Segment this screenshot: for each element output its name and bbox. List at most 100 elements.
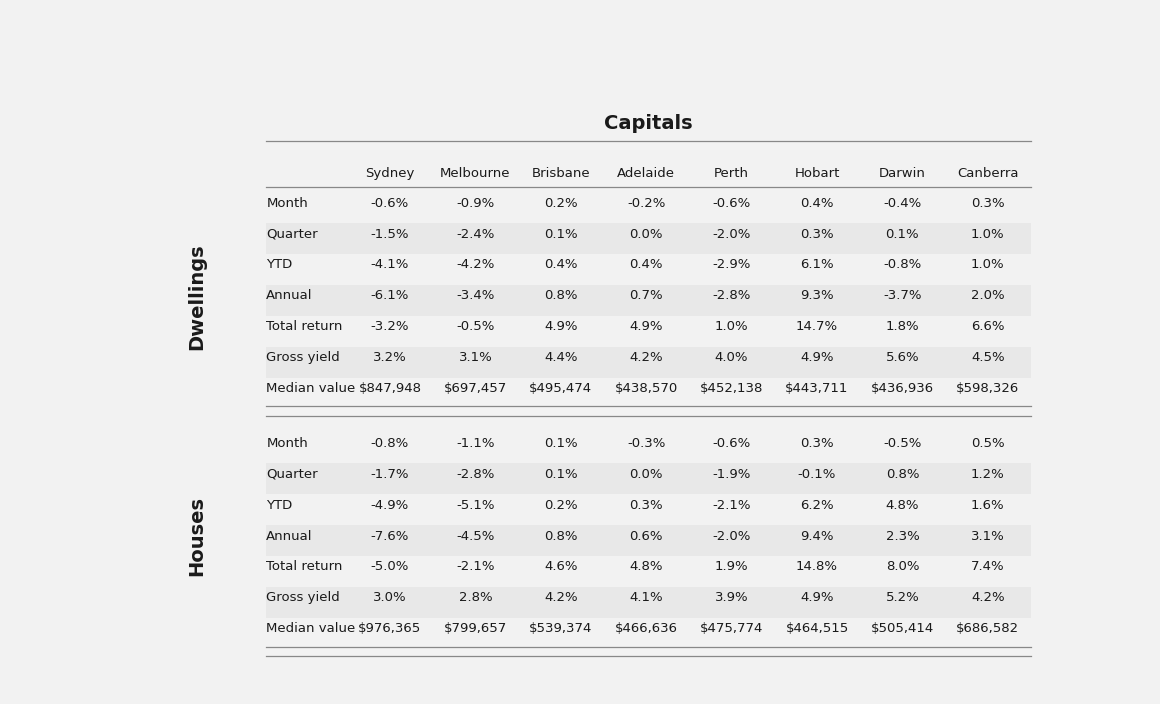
Text: 3.2%: 3.2% — [374, 351, 407, 364]
Text: $436,936: $436,936 — [871, 382, 934, 395]
Text: 0.0%: 0.0% — [630, 227, 664, 241]
Text: 8.0%: 8.0% — [885, 560, 919, 574]
Text: 4.9%: 4.9% — [544, 320, 578, 333]
Text: -2.8%: -2.8% — [712, 289, 751, 303]
Text: -2.1%: -2.1% — [712, 498, 751, 512]
Text: 6.2%: 6.2% — [800, 498, 834, 512]
Text: $475,774: $475,774 — [699, 622, 763, 635]
Text: 0.3%: 0.3% — [800, 436, 834, 450]
Text: -0.8%: -0.8% — [883, 258, 921, 272]
Text: 9.4%: 9.4% — [800, 529, 834, 543]
Text: 7.4%: 7.4% — [971, 560, 1005, 574]
Text: $539,374: $539,374 — [529, 622, 593, 635]
Text: 0.7%: 0.7% — [630, 289, 664, 303]
Text: 0.8%: 0.8% — [544, 529, 578, 543]
Text: YTD: YTD — [267, 258, 292, 272]
Text: Total return: Total return — [267, 320, 342, 333]
Text: 9.3%: 9.3% — [800, 289, 834, 303]
Text: 0.8%: 0.8% — [544, 289, 578, 303]
Text: Annual: Annual — [267, 289, 313, 303]
Text: -1.7%: -1.7% — [371, 467, 409, 481]
Text: $976,365: $976,365 — [358, 622, 421, 635]
Text: $495,474: $495,474 — [529, 382, 593, 395]
Text: Month: Month — [267, 196, 309, 210]
Text: -1.1%: -1.1% — [456, 436, 494, 450]
Text: -2.0%: -2.0% — [712, 227, 751, 241]
Text: 0.4%: 0.4% — [800, 196, 834, 210]
Text: 0.6%: 0.6% — [630, 529, 664, 543]
Text: 5.2%: 5.2% — [885, 591, 919, 604]
Bar — [267, 587, 1030, 618]
Text: -2.8%: -2.8% — [456, 467, 494, 481]
Text: -2.0%: -2.0% — [712, 529, 751, 543]
Text: 2.8%: 2.8% — [458, 591, 492, 604]
Text: Sydney: Sydney — [365, 167, 414, 180]
Text: 4.2%: 4.2% — [971, 591, 1005, 604]
Text: Month: Month — [267, 436, 309, 450]
Text: Gross yield: Gross yield — [267, 351, 340, 364]
Text: 2.0%: 2.0% — [971, 289, 1005, 303]
Text: 2.3%: 2.3% — [885, 529, 919, 543]
Text: 0.1%: 0.1% — [544, 227, 578, 241]
Text: -0.3%: -0.3% — [628, 436, 666, 450]
Text: -6.1%: -6.1% — [371, 289, 409, 303]
Text: Gross yield: Gross yield — [267, 591, 340, 604]
Text: $443,711: $443,711 — [785, 382, 849, 395]
Text: 6.6%: 6.6% — [971, 320, 1005, 333]
Text: 3.0%: 3.0% — [374, 591, 407, 604]
Text: 4.9%: 4.9% — [800, 351, 834, 364]
Text: -4.9%: -4.9% — [371, 498, 409, 512]
Text: 1.2%: 1.2% — [971, 467, 1005, 481]
Text: 4.5%: 4.5% — [971, 351, 1005, 364]
Text: 4.0%: 4.0% — [715, 351, 748, 364]
Text: -0.8%: -0.8% — [371, 436, 409, 450]
Text: 1.6%: 1.6% — [971, 498, 1005, 512]
Text: -0.2%: -0.2% — [628, 196, 666, 210]
Text: 0.1%: 0.1% — [885, 227, 919, 241]
Text: -0.5%: -0.5% — [456, 320, 494, 333]
Text: 3.9%: 3.9% — [715, 591, 748, 604]
Text: 3.1%: 3.1% — [971, 529, 1005, 543]
Text: $466,636: $466,636 — [615, 622, 677, 635]
Text: 0.1%: 0.1% — [544, 467, 578, 481]
Text: Brisbane: Brisbane — [531, 167, 590, 180]
Text: -7.6%: -7.6% — [371, 529, 409, 543]
Bar — [267, 223, 1030, 254]
Text: Canberra: Canberra — [957, 167, 1018, 180]
Text: Capitals: Capitals — [604, 114, 693, 133]
Bar — [267, 463, 1030, 494]
Text: 0.4%: 0.4% — [544, 258, 578, 272]
Text: 1.0%: 1.0% — [971, 258, 1005, 272]
Text: -4.5%: -4.5% — [456, 529, 494, 543]
Text: 4.9%: 4.9% — [630, 320, 664, 333]
Text: -3.2%: -3.2% — [371, 320, 409, 333]
Text: -0.5%: -0.5% — [883, 436, 921, 450]
Text: 0.0%: 0.0% — [630, 467, 664, 481]
Text: Houses: Houses — [188, 496, 206, 577]
Text: Darwin: Darwin — [879, 167, 926, 180]
Text: -2.9%: -2.9% — [712, 258, 751, 272]
Text: 4.8%: 4.8% — [885, 498, 919, 512]
Text: -1.9%: -1.9% — [712, 467, 751, 481]
Text: Hobart: Hobart — [795, 167, 840, 180]
Text: -0.9%: -0.9% — [456, 196, 494, 210]
Text: 1.0%: 1.0% — [715, 320, 748, 333]
Text: -3.7%: -3.7% — [883, 289, 922, 303]
Text: $438,570: $438,570 — [615, 382, 677, 395]
Text: 0.4%: 0.4% — [630, 258, 664, 272]
Text: 4.9%: 4.9% — [800, 591, 834, 604]
Text: $697,457: $697,457 — [444, 382, 507, 395]
Text: -0.6%: -0.6% — [371, 196, 409, 210]
Text: Median value: Median value — [267, 382, 356, 395]
Text: $686,582: $686,582 — [956, 622, 1020, 635]
Text: 1.9%: 1.9% — [715, 560, 748, 574]
Text: 4.2%: 4.2% — [630, 351, 664, 364]
Text: 0.3%: 0.3% — [800, 227, 834, 241]
Text: 0.3%: 0.3% — [630, 498, 664, 512]
Text: $464,515: $464,515 — [785, 622, 849, 635]
Text: -5.0%: -5.0% — [371, 560, 409, 574]
Text: -0.4%: -0.4% — [883, 196, 921, 210]
Text: -2.4%: -2.4% — [456, 227, 494, 241]
Text: 0.3%: 0.3% — [971, 196, 1005, 210]
Text: 0.2%: 0.2% — [544, 498, 578, 512]
